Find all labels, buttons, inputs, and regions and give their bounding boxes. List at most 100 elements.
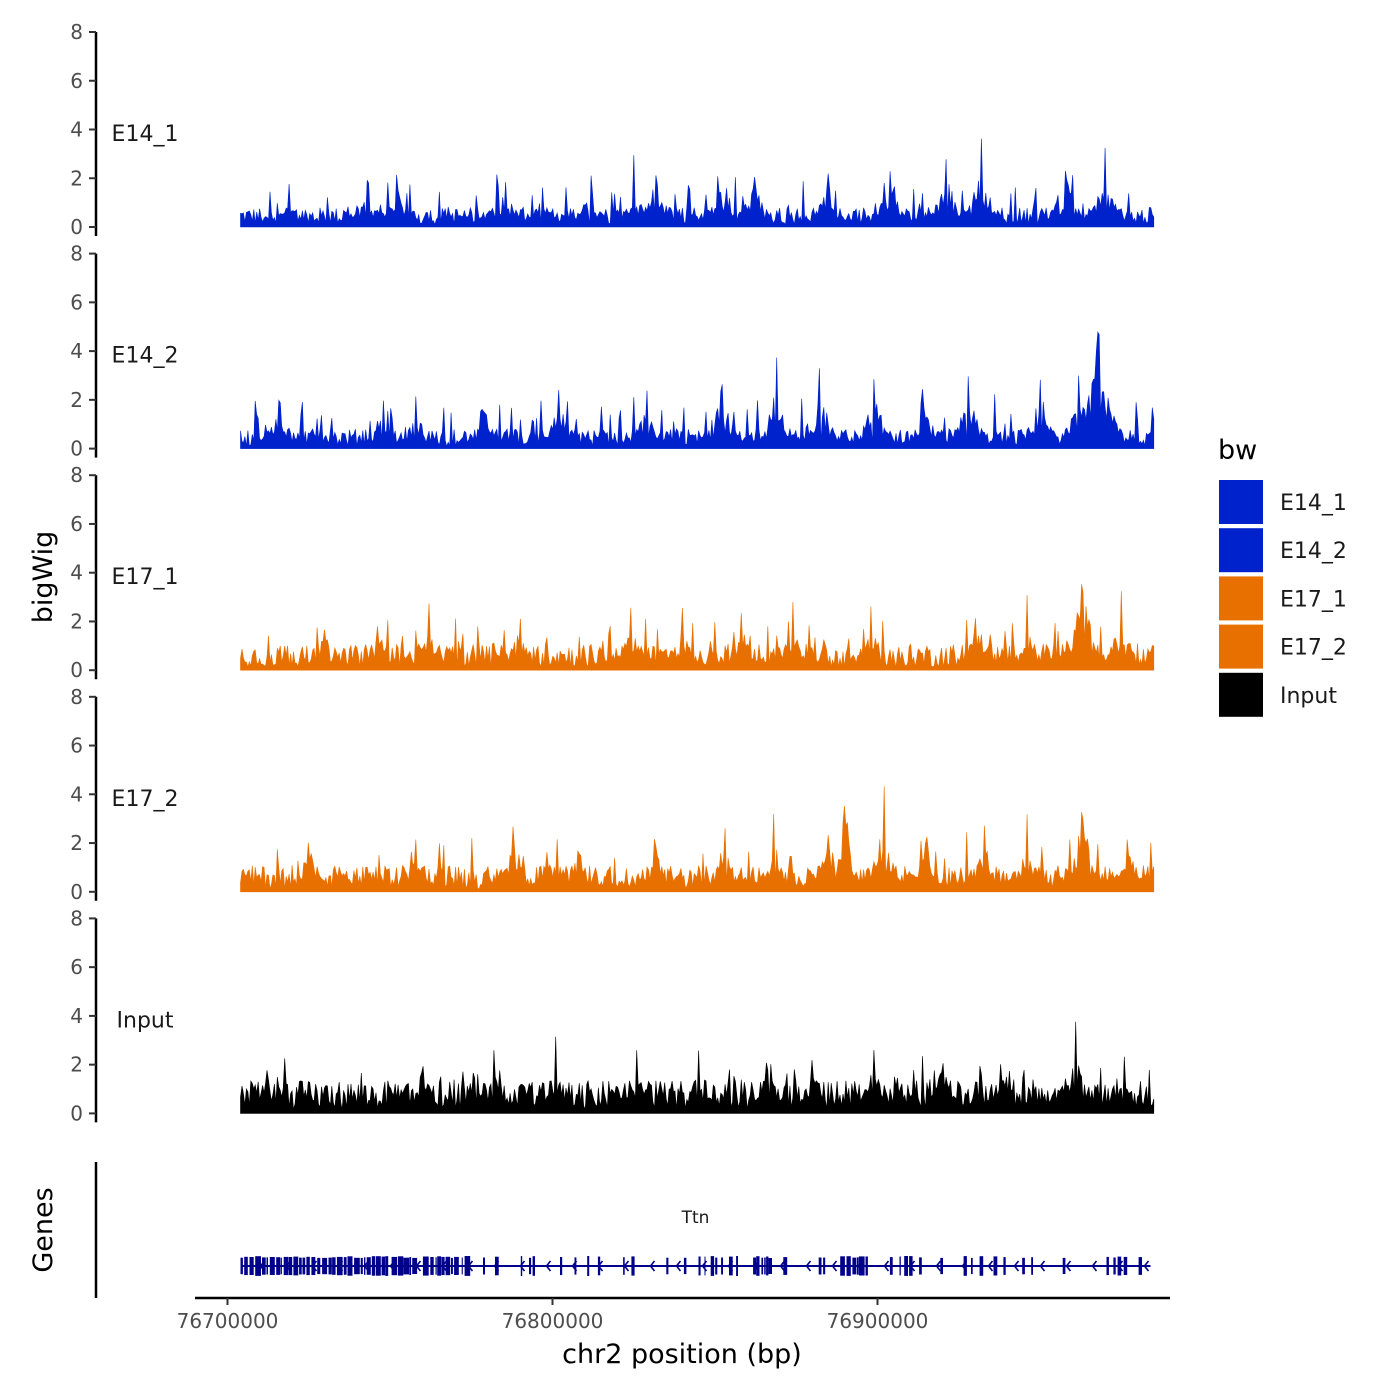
y-tick-label: 4 <box>70 561 83 585</box>
gene-exon <box>971 1257 973 1275</box>
gene-exon <box>761 1257 764 1275</box>
gene-exon <box>963 1256 967 1276</box>
gene-exon <box>422 1256 429 1276</box>
gene-strand-arrow <box>1143 1260 1150 1272</box>
gene-exon <box>306 1256 310 1276</box>
gene-strand-arrow <box>727 1260 734 1272</box>
gene-exon <box>317 1257 321 1275</box>
gene-exon <box>889 1257 893 1275</box>
legend: bw E14_1 E14_2 E17_1 E17_2 Input <box>1218 435 1347 717</box>
gene-strand-arrow <box>363 1260 370 1272</box>
y-tick-label: 0 <box>70 880 83 904</box>
gene-exon <box>454 1256 459 1275</box>
gene-strand-arrow <box>259 1260 266 1272</box>
gene-exon <box>818 1257 822 1275</box>
gene-exon <box>366 1257 371 1275</box>
y-tick-label: 4 <box>70 1004 83 1028</box>
gene-strand-arrow <box>571 1260 578 1272</box>
legend-swatch <box>1219 576 1263 621</box>
track-E14_2: 0 2 4 6 8 E14_2 <box>70 242 1155 461</box>
gene-strand-arrow <box>337 1260 344 1272</box>
gene-exon <box>375 1256 381 1276</box>
gene-exon <box>240 1257 243 1275</box>
y-tick-label: 6 <box>70 69 83 93</box>
gene-exon <box>276 1257 281 1275</box>
x-axis-ticks: 76700000 76800000 76900000 <box>177 1298 929 1333</box>
gene-exon <box>683 1257 687 1275</box>
gene-exon <box>403 1257 410 1275</box>
y-tick-label: 6 <box>70 734 83 758</box>
y-tick-label: 4 <box>70 339 83 363</box>
gene-exon <box>336 1256 343 1276</box>
gene-exon <box>343 1257 347 1275</box>
y-tick-label: 8 <box>70 242 83 266</box>
gene-strand-arrow <box>285 1260 292 1272</box>
gene-strand-arrow <box>415 1260 422 1272</box>
signal-area-Input <box>240 1021 1155 1114</box>
signal-area-E14_2 <box>240 331 1155 449</box>
gene-exon <box>262 1257 266 1275</box>
gene-exon <box>729 1256 733 1276</box>
gene-exon <box>360 1257 363 1275</box>
gene-exon <box>461 1257 463 1275</box>
gene-exon <box>756 1256 760 1276</box>
gene-exon <box>255 1256 261 1276</box>
gene-strand-arrow <box>597 1260 604 1272</box>
gene-exon <box>574 1257 577 1275</box>
legend-items: E14_1 E14_2 E17_1 E17_2 Input <box>1219 480 1347 717</box>
y-tick-label: 0 <box>70 1101 83 1125</box>
track-label: E14_2 <box>112 344 179 369</box>
gene-strand-arrow <box>1013 1260 1020 1272</box>
x-tick-label: 76700000 <box>177 1309 279 1333</box>
track-E17_1: 0 2 4 6 8 E17_1 <box>70 463 1155 682</box>
y-tick-label: 8 <box>70 685 83 709</box>
y-tick-label: 4 <box>70 782 83 806</box>
gene-strand-arrow <box>441 1260 448 1272</box>
legend-label: E17_1 <box>1280 587 1347 612</box>
gene-strand-arrow <box>519 1260 526 1272</box>
legend-label: E14_2 <box>1280 539 1347 564</box>
x-axis-title: chr2 position (bp) <box>562 1339 802 1370</box>
gene-exon <box>244 1256 248 1276</box>
x-tick-label: 76800000 <box>502 1309 604 1333</box>
gene-exon <box>993 1256 998 1276</box>
gene-strand-arrow <box>805 1260 812 1272</box>
gene-model <box>240 1256 1151 1276</box>
genes-axis-title: Genes <box>28 1187 59 1272</box>
gene-exon <box>1003 1257 1006 1275</box>
gene-exon <box>451 1257 453 1274</box>
gene-strand-arrow <box>883 1260 890 1272</box>
y-tick-label: 6 <box>70 955 83 979</box>
gene-exon <box>495 1256 499 1276</box>
gene-strand-arrow <box>649 1260 656 1272</box>
gene-exon <box>269 1257 275 1275</box>
y-tick-label: 2 <box>70 831 83 855</box>
gene-exon <box>823 1257 826 1275</box>
gene-exon <box>435 1257 437 1275</box>
legend-swatch <box>1219 528 1263 573</box>
gene-strand-arrow <box>935 1260 942 1272</box>
y-tick-label: 6 <box>70 512 83 536</box>
gene-exon <box>768 1258 772 1274</box>
gene-exon <box>736 1256 738 1276</box>
gene-exon <box>919 1257 922 1275</box>
gene-track: Genes Ttn <box>28 1162 1151 1298</box>
gene-strand-arrow <box>389 1260 396 1272</box>
gene-exon <box>764 1257 766 1275</box>
legend-swatch <box>1219 480 1263 524</box>
gene-exon <box>385 1256 389 1276</box>
gene-exon <box>715 1257 718 1275</box>
gene-exon <box>704 1256 706 1276</box>
legend-item-E14_1: E14_1 <box>1219 480 1347 524</box>
gene-exon <box>464 1256 471 1276</box>
gene-strand-arrow <box>701 1260 708 1272</box>
gene-exon <box>666 1257 669 1275</box>
gene-exon <box>412 1257 418 1274</box>
x-tick-label: 76900000 <box>827 1309 929 1333</box>
gene-strand-arrow <box>311 1260 318 1272</box>
gene-exon <box>529 1257 532 1275</box>
gene-exon <box>532 1256 535 1276</box>
legend-item-E17_2: E17_2 <box>1219 624 1347 669</box>
gene-strand-arrow <box>1039 1260 1046 1272</box>
